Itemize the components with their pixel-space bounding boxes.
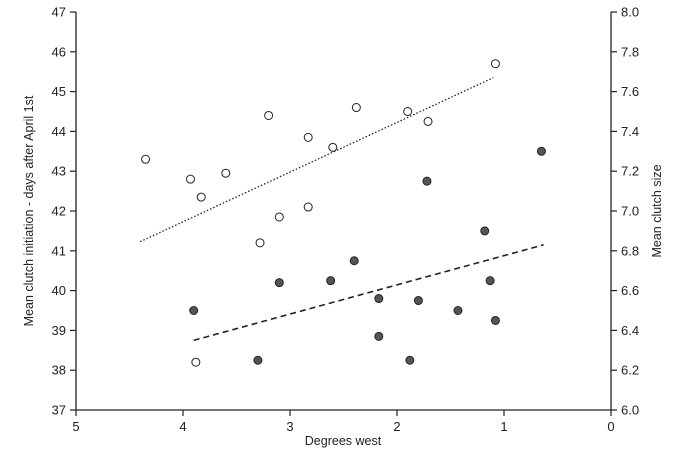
x-tick-label: 1: [500, 419, 507, 434]
filled-circle-point: [490, 315, 500, 325]
data-points: [141, 59, 546, 367]
open-circle-point: [255, 238, 265, 248]
y-right-tick-label: 7.8: [621, 44, 639, 59]
x-tick-label: 5: [72, 419, 79, 434]
y-left-ticks: 37 38 39 40 41 42 43 44 45 46 47: [52, 5, 76, 418]
filled-circle-point: [189, 306, 199, 315]
y-left-tick-label: 41: [52, 243, 66, 258]
filled-circle-point: [374, 331, 384, 341]
y-left-tick-label: 37: [52, 403, 66, 418]
filled-circle-point: [274, 278, 284, 288]
y-left-tick-label: 45: [52, 84, 66, 99]
filled-circle-point: [349, 256, 359, 266]
y-right-tick-label: 6.8: [621, 243, 639, 258]
y-right-tick-label: 6.0: [621, 403, 639, 418]
y-left-tick-label: 43: [52, 164, 66, 179]
open-circle-point: [303, 132, 313, 142]
y-left-tick-label: 38: [52, 363, 66, 378]
open-circle-point: [221, 168, 231, 178]
filled-circle-point: [480, 226, 490, 236]
x-ticks: 5 4 3 2 1 0: [72, 410, 615, 434]
y-right-tick-label: 6.2: [621, 363, 639, 378]
y-right-tick-label: 7.0: [621, 204, 639, 219]
y-left-axis-title: Mean clutch initiation - days after Apri…: [22, 95, 36, 326]
x-axis-title: Degrees west: [305, 434, 382, 448]
trendline-dotted: [139, 77, 494, 243]
open-circle-point: [141, 154, 151, 164]
y-left-tick-label: 40: [52, 283, 66, 298]
open-circle-point: [185, 174, 195, 184]
filled-circle-point: [374, 294, 384, 304]
filled-circle-point: [422, 176, 432, 186]
y-left-tick-label: 47: [52, 5, 66, 20]
open-circle-point: [196, 192, 206, 202]
filled-circle-point: [485, 276, 495, 286]
open-circle-point: [423, 116, 433, 126]
open-circle-point: [274, 212, 284, 222]
y-right-ticks: 6.0 6.2 6.4 6.6 6.8 7.0 7.2 7.4 7.6 7.8 8.0: [611, 5, 639, 418]
filled-circle-point: [405, 355, 415, 365]
y-right-tick-label: 6.4: [621, 323, 639, 338]
trendline-dashed: [193, 244, 544, 342]
y-right-axis-title: Mean clutch size: [650, 164, 664, 257]
filled-circle-point: [326, 276, 336, 286]
open-circle-point: [328, 142, 338, 152]
open-circle-point: [490, 59, 500, 69]
open-circle-point: [191, 357, 201, 367]
filled-circle-point: [536, 146, 546, 156]
open-circle-point: [303, 202, 313, 212]
trendlines: [139, 77, 544, 342]
y-right-tick-label: 7.2: [621, 164, 639, 179]
filled-circle-point: [253, 355, 263, 365]
open-circle-point: [403, 107, 413, 116]
x-tick-label: 4: [179, 419, 186, 434]
x-tick-label: 2: [393, 419, 400, 434]
y-right-tick-label: 7.4: [621, 124, 639, 139]
open-circle-point: [351, 103, 361, 113]
y-left-tick-label: 46: [52, 44, 66, 59]
y-left-tick-label: 42: [52, 204, 66, 219]
y-right-tick-label: 6.6: [621, 283, 639, 298]
y-left-tick-label: 44: [52, 124, 66, 139]
filled-circle-point: [453, 306, 463, 315]
x-tick-label: 3: [286, 419, 293, 434]
y-right-tick-label: 8.0: [621, 5, 639, 20]
open-circle-point: [264, 110, 274, 120]
y-left-tick-label: 39: [52, 323, 66, 338]
y-right-tick-label: 7.6: [621, 84, 639, 99]
plot-frame: [75, 12, 612, 411]
filled-circle-point: [413, 296, 423, 306]
x-tick-label: 0: [607, 419, 614, 434]
